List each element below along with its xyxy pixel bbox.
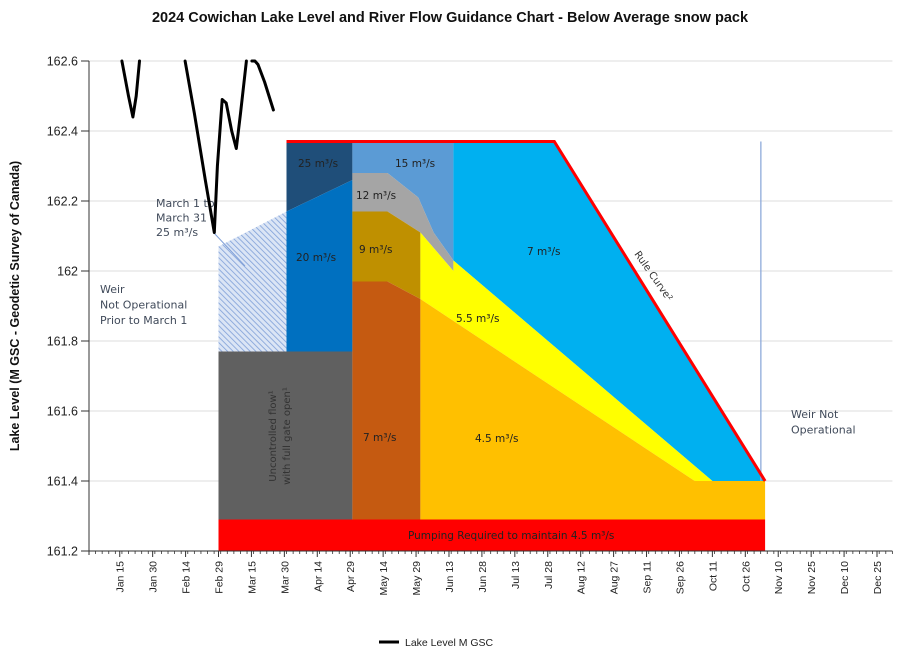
x-tick-label: Oct 11: [707, 561, 719, 591]
flow-zones: [218, 141, 766, 551]
annotation-pointer: [213, 232, 246, 267]
x-tick-label: Dec 25: [872, 561, 884, 594]
x-tick-label: May 14: [378, 561, 390, 596]
x-tick-label: Aug 12: [576, 561, 588, 594]
label-uncontrolled-line1: Uncontrolled flow¹: [268, 390, 279, 481]
label-flow-15: 15 m³/s: [395, 158, 435, 170]
zone-pumping: [218, 519, 766, 551]
axes: 162.6 162.4 162.2 162 161.8 161.6 161.4 161.2 Ja…: [47, 55, 893, 596]
note-weir-not-operational-line1: Weir Not: [791, 408, 839, 421]
x-tick-label: Apr 29: [345, 561, 357, 592]
y-tick-label: 161.4: [47, 475, 78, 489]
x-tick-label: Jan 15: [115, 561, 127, 593]
label-uncontrolled-line2: with full gate open¹: [282, 387, 293, 485]
x-tick-label: Feb 14: [181, 561, 193, 594]
label-flow-7-spring: 7 m³/s: [363, 432, 396, 444]
label-flow-5-5: 5.5 m³/s: [456, 313, 499, 325]
x-tick-label: Jan 30: [148, 561, 160, 593]
note-weir-not-operational-line2: Operational: [791, 424, 856, 437]
overlays: [213, 140, 767, 482]
lake-level-line-segment: [183, 59, 248, 234]
label-flow-20: 20 m³/s: [296, 252, 336, 264]
y-tick-label: 162.2: [47, 195, 78, 209]
x-tick-label: Aug 27: [609, 561, 621, 594]
note-march-line2: March 31: [156, 212, 207, 225]
chart-title: 2024 Cowichan Lake Level and River Flow …: [152, 10, 749, 26]
lake-level-line-segment: [250, 59, 275, 112]
zone-flow-7-spring: [352, 281, 421, 520]
y-tick-label: 162.6: [47, 55, 78, 69]
zone-flow-15: [352, 141, 454, 261]
lake-level-line-segment: [120, 59, 141, 119]
note-weir-prior-line1: Weir: [100, 283, 125, 296]
zone-march-hatch: [218, 211, 287, 352]
x-tick-label: May 29: [411, 561, 423, 596]
y-tick-label: 161.8: [47, 335, 78, 349]
x-tick-label: Feb 29: [214, 561, 226, 594]
x-tick-label: Mar 15: [246, 561, 258, 594]
legend: Lake Level M GSC: [379, 637, 494, 649]
y-tick-label: 162.4: [47, 125, 78, 139]
zone-flow-25: [286, 141, 353, 212]
note-weir-prior-line3: Prior to March 1: [100, 314, 187, 327]
label-flow-4-5: 4.5 m³/s: [475, 433, 518, 445]
x-tick-label: Sep 11: [642, 561, 654, 594]
x-tick-label: Jun 13: [444, 561, 456, 593]
y-axis-label: Lake Level (M GSC - Geodetic Survey of C…: [8, 161, 22, 451]
note-march-line1: March 1 to: [156, 197, 215, 210]
x-tick-label: Jun 28: [477, 561, 489, 593]
rule-curve: [286, 140, 767, 482]
x-tick-label: Mar 30: [279, 561, 291, 594]
zone-flow-12: [352, 173, 454, 271]
x-tick-label: Sep 26: [674, 561, 686, 594]
x-tick-label: Dec 10: [839, 561, 851, 594]
zone-flow-7-summer: [453, 141, 766, 481]
y-tick-label: 161.2: [47, 545, 78, 559]
zone-flow-4.5: [420, 299, 766, 520]
x-tick-label: Jul 28: [543, 561, 555, 589]
x-tick-label: Nov 25: [806, 561, 818, 594]
zone-uncontrolled: [218, 351, 353, 520]
zone-flow-5.5: [420, 232, 713, 481]
label-flow-7-summer: 7 m³/s: [527, 246, 560, 258]
x-tick-label: Oct 26: [740, 561, 752, 592]
x-tick-label: Apr 14: [312, 561, 324, 592]
zone-flow-20: [286, 180, 353, 352]
x-tick-label: Nov 10: [773, 561, 785, 594]
note-weir-prior-line2: Not Operational: [100, 299, 187, 312]
label-pumping: Pumping Required to maintain 4.5 m³/s: [408, 530, 614, 542]
x-tick-label: Jul 13: [510, 561, 522, 589]
zone-flow-9: [352, 211, 421, 299]
note-march-line3: 25 m³/s: [156, 226, 198, 239]
y-tick-label: 162: [57, 265, 78, 279]
legend-label: Lake Level M GSC: [405, 637, 494, 649]
label-flow-9: 9 m³/s: [359, 244, 392, 256]
series: [120, 59, 275, 234]
label-flow-12: 12 m³/s: [356, 190, 396, 202]
label-flow-25: 25 m³/s: [298, 158, 338, 170]
y-tick-label: 161.6: [47, 405, 78, 419]
